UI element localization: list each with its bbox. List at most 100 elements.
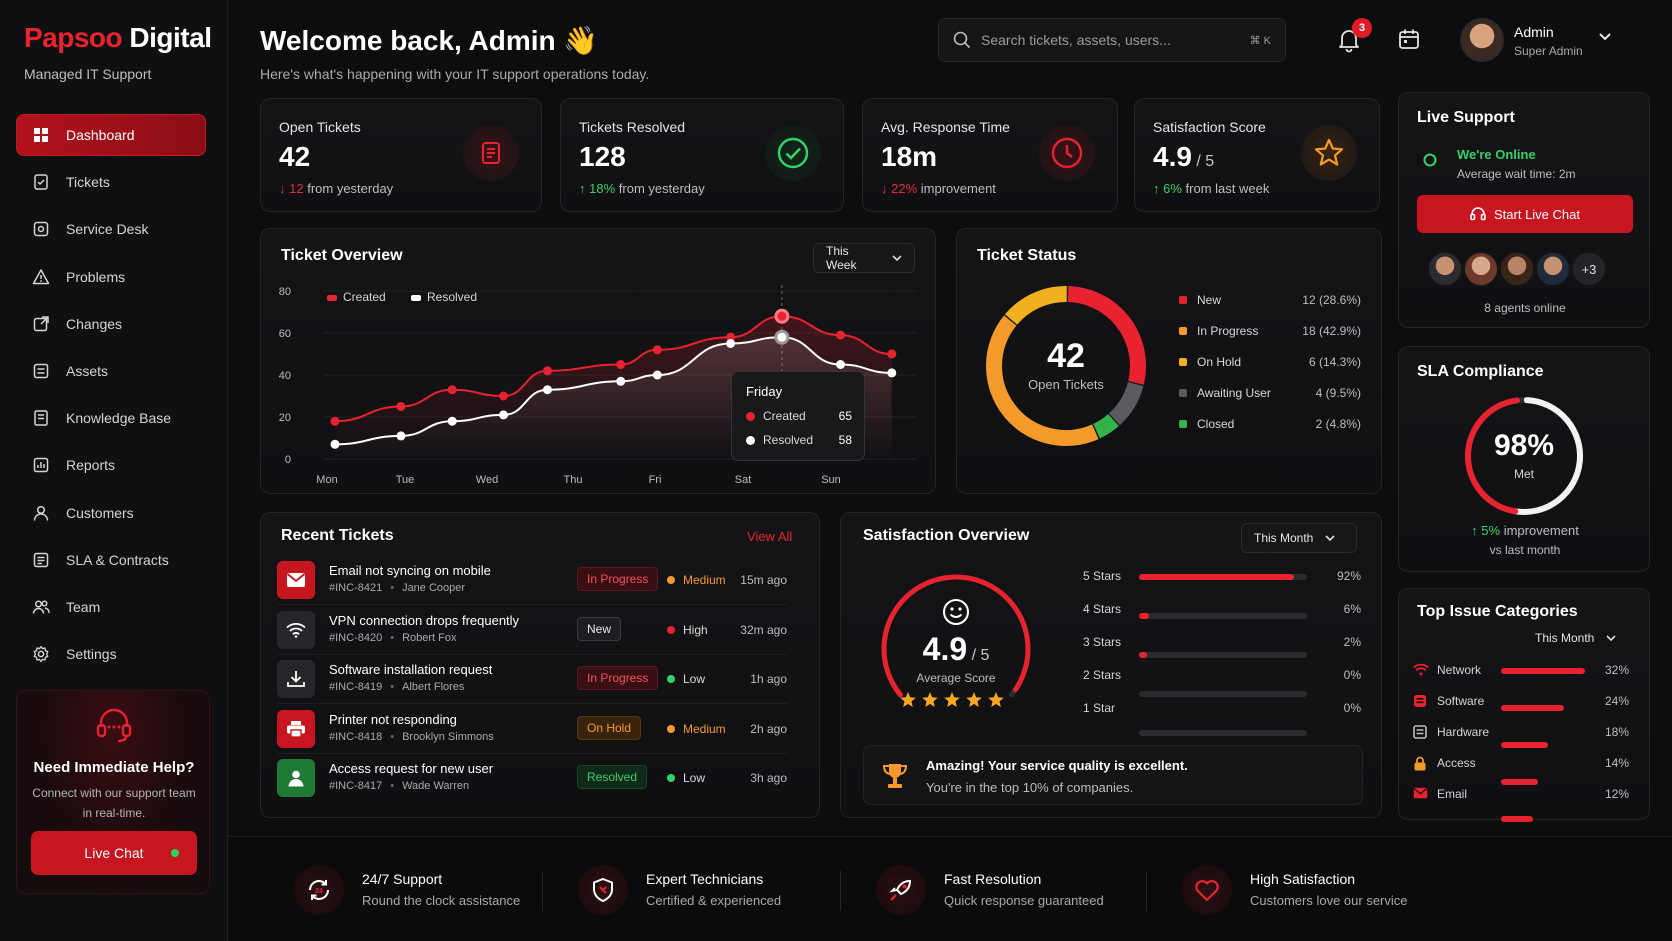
- status-badge: Resolved: [577, 765, 648, 789]
- priority-dot: [667, 724, 675, 733]
- tooltip-created: Created 65: [746, 409, 852, 423]
- data-point[interactable]: [447, 385, 457, 395]
- donut-slice-on-hold[interactable]: [1004, 286, 1067, 325]
- avatar[interactable]: [1460, 18, 1504, 62]
- table-row[interactable]: Printer not responding #INC-8418 • Brooklyn…: [277, 704, 787, 754]
- donut-slice-in-progress[interactable]: [986, 315, 1099, 446]
- sidebar-item-assets[interactable]: Assets: [16, 350, 206, 392]
- stat-card-open-tickets[interactable]: Open Tickets 42 ↓ 12 from yesterday: [260, 98, 542, 212]
- sidebar-item-label: Dashboard: [66, 127, 135, 143]
- table-row[interactable]: Software installation request #INC-8419 • A…: [277, 654, 787, 704]
- chevron-down-icon: [892, 254, 902, 261]
- legend-value: 6 (14.3%): [1308, 355, 1361, 369]
- data-point[interactable]: [887, 349, 897, 359]
- sidebar-item-settings[interactable]: Settings: [16, 633, 206, 675]
- sidebar-item-sla-contracts[interactable]: SLA & Contracts: [16, 539, 206, 581]
- status-legend-item[interactable]: In Progress 18 (42.9%): [1179, 324, 1361, 338]
- donut-center-value: 42: [1047, 337, 1085, 375]
- chevron-down-icon[interactable]: [1598, 32, 1612, 42]
- rating-value: 92%: [1336, 569, 1361, 583]
- table-row[interactable]: Access request for new user #INC-8417 • Wad…: [277, 753, 787, 803]
- sidebar-item-knowledge-base[interactable]: Knowledge Base: [16, 397, 206, 439]
- data-point[interactable]: [499, 410, 509, 420]
- sidebar-item-team[interactable]: Team: [16, 586, 206, 628]
- status-legend-item[interactable]: Closed 2 (4.8%): [1179, 417, 1361, 431]
- calendar-icon[interactable]: [1398, 28, 1420, 50]
- more-agents-badge[interactable]: +3: [1571, 251, 1607, 287]
- rocket-icon: [876, 864, 926, 915]
- changes-icon: [32, 315, 50, 333]
- wait-time: Average wait time: 2m: [1457, 167, 1576, 181]
- stat-card-satisfaction-score[interactable]: Satisfaction Score 4.9 / 5 ↑ 6% from last …: [1134, 98, 1380, 212]
- data-point[interactable]: [542, 385, 552, 395]
- priority-dot: [667, 576, 675, 584]
- agents-online: 8 agents online: [1484, 301, 1566, 315]
- sidebar-item-reports[interactable]: Reports: [16, 444, 206, 486]
- brand-subtitle: Managed IT Support: [24, 66, 152, 82]
- stat-card-tickets-resolved[interactable]: Tickets Resolved 128 ↑ 18% from yesterday: [560, 98, 844, 212]
- status-legend-item[interactable]: New 12 (28.6%): [1179, 293, 1361, 307]
- check-circle-icon: [765, 125, 821, 181]
- donut-slice-new[interactable]: [1067, 286, 1146, 385]
- sla-delta-value: 5%: [1481, 523, 1501, 538]
- view-all-link[interactable]: View All: [747, 529, 793, 544]
- data-point[interactable]: [396, 402, 406, 411]
- data-point[interactable]: [616, 360, 626, 369]
- data-point[interactable]: [726, 339, 736, 348]
- star-icon: [1301, 125, 1357, 181]
- live-chat-button[interactable]: Live Chat: [31, 831, 197, 875]
- sidebar-item-changes[interactable]: Changes: [16, 303, 206, 345]
- ticket-status-donut: [986, 286, 1146, 446]
- satisfaction-title: Satisfaction Overview: [863, 527, 1030, 544]
- data-point[interactable]: [836, 330, 846, 340]
- data-point[interactable]: [887, 368, 897, 378]
- data-point[interactable]: [447, 416, 457, 426]
- table-row[interactable]: Email not syncing on mobile #INC-8421 • Jan…: [277, 555, 787, 605]
- y-tick-label: 40: [279, 370, 291, 382]
- sidebar-item-customers[interactable]: Customers: [16, 492, 206, 534]
- rating-label: 2 Stars: [1083, 668, 1122, 682]
- data-point[interactable]: [330, 416, 340, 426]
- data-point[interactable]: [396, 431, 406, 441]
- data-point[interactable]: [616, 376, 626, 386]
- data-point[interactable]: [542, 366, 552, 376]
- feature-text: Fast Resolution Quick response guaranteed: [944, 871, 1104, 908]
- status-legend-item[interactable]: On Hold 6 (14.3%): [1179, 355, 1361, 369]
- data-point[interactable]: [652, 370, 662, 380]
- x-tick-label: Sat: [735, 474, 752, 486]
- status-badge: New: [577, 616, 622, 641]
- sidebar-item-problems[interactable]: Problems: [16, 256, 206, 298]
- data-point[interactable]: [836, 360, 846, 369]
- sidebar-item-service-desk[interactable]: Service Desk: [16, 208, 206, 250]
- data-point[interactable]: [330, 439, 340, 449]
- donut-slice-closed[interactable]: [1092, 413, 1119, 439]
- data-point[interactable]: [652, 345, 662, 355]
- donut-slice-awaiting-user[interactable]: [1108, 381, 1144, 426]
- status-legend-item[interactable]: Awaiting User 4 (9.5%): [1179, 386, 1361, 400]
- start-live-chat-button[interactable]: Start Live Chat: [1417, 195, 1633, 233]
- ticket-overview-range-select[interactable]: This Week: [813, 243, 915, 273]
- priority-label: Medium: [683, 573, 726, 587]
- stat-card-avg-response-time[interactable]: Avg. Response Time 18m ↓ 22% improvement: [862, 98, 1118, 212]
- wifi-icon: [277, 610, 315, 649]
- sidebar-item-dashboard[interactable]: Dashboard: [16, 114, 206, 156]
- data-point[interactable]: [499, 391, 509, 401]
- divider: [1146, 871, 1147, 911]
- satisfaction-range-select[interactable]: This Month: [1241, 523, 1357, 553]
- issue-bar: [1501, 705, 1585, 711]
- ticket-requester: Wade Warren: [402, 780, 470, 792]
- delta-value: 18%: [589, 181, 616, 196]
- sidebar-item-tickets[interactable]: Tickets: [16, 161, 206, 203]
- brand-logo[interactable]: Papsoo Digital: [24, 22, 212, 54]
- data-point[interactable]: [726, 332, 736, 342]
- ticket-title: Software installation request: [329, 662, 493, 677]
- search-input[interactable]: [981, 32, 1240, 48]
- data-point[interactable]: [774, 308, 790, 324]
- chevron-down-icon: [1606, 634, 1616, 641]
- legend-swatch: [1179, 420, 1187, 428]
- table-row[interactable]: VPN connection drops frequently #INC-8420…: [277, 605, 787, 655]
- x-tick-label: Thu: [564, 474, 583, 486]
- top-issues-range-select[interactable]: This Month: [1527, 625, 1629, 651]
- data-point[interactable]: [774, 329, 790, 345]
- ticket-icon: [32, 173, 50, 191]
